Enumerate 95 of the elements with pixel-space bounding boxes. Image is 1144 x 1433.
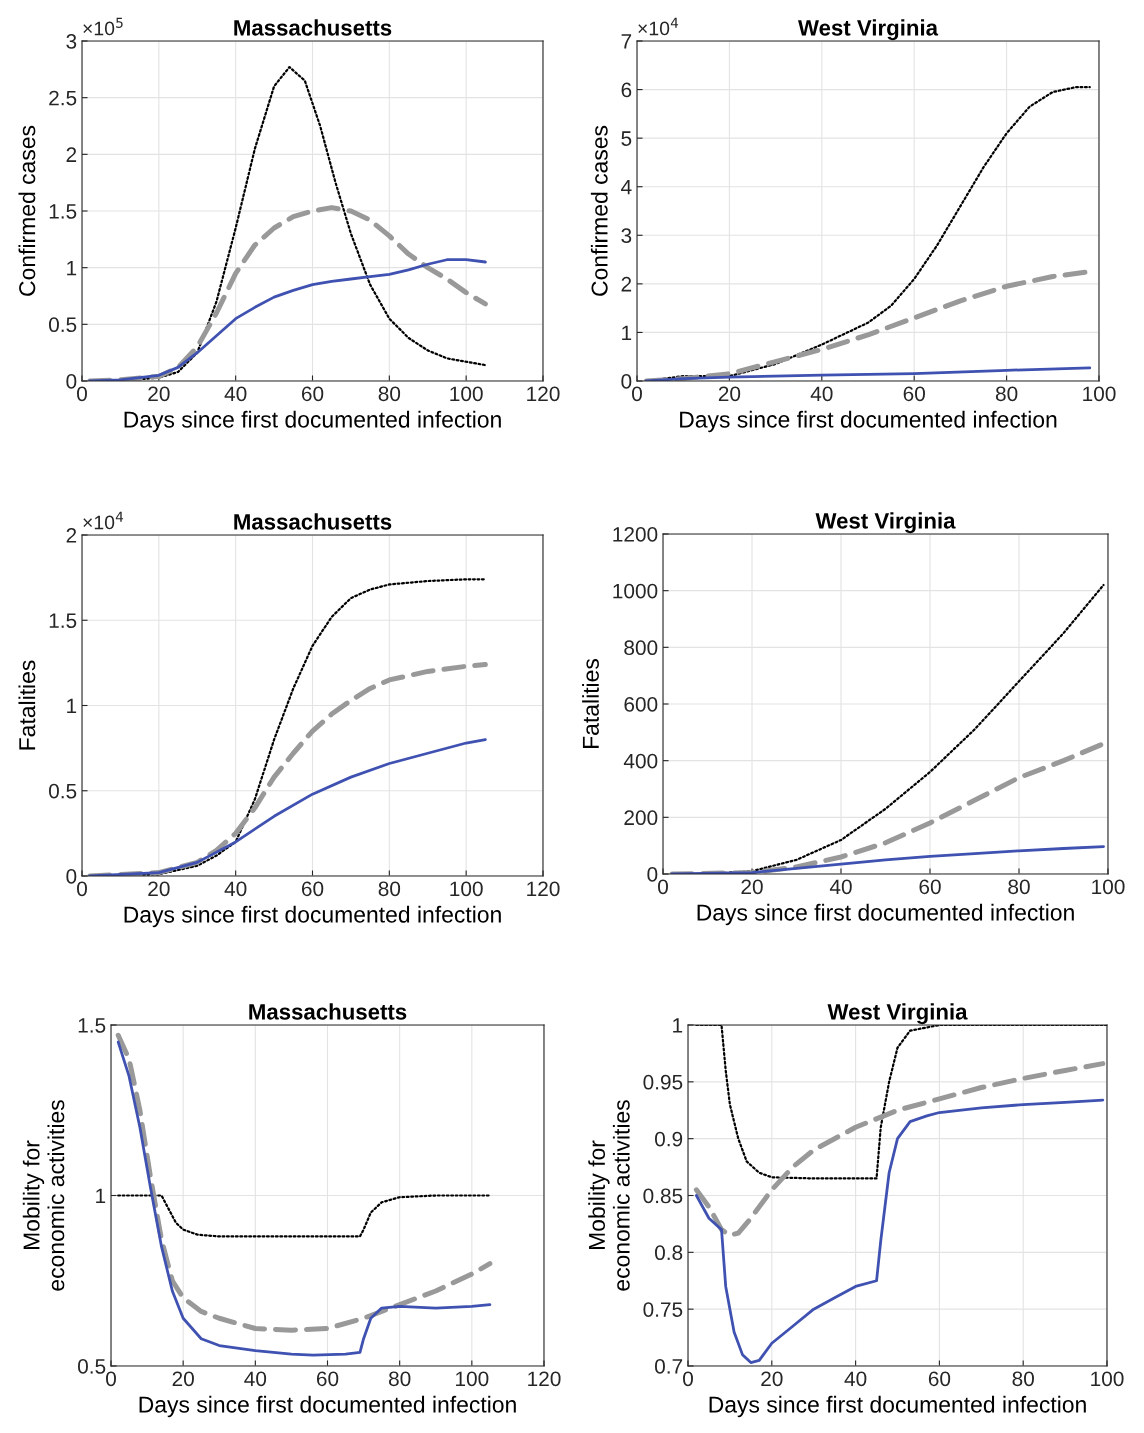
text: ×10$^{4}$: [638, 17, 679, 36]
x-tick-label: 80: [378, 386, 401, 402]
x-tick-label: 40: [244, 1371, 267, 1387]
y-axis-title: Confirmed cases: [590, 125, 608, 296]
x-tick-label: 120: [527, 881, 560, 897]
x-axis-title: Days since first documented infection: [680, 410, 1057, 433]
chart-title: West Virginia: [798, 19, 939, 41]
x-tick-label: 100: [1092, 879, 1125, 895]
x-tick-label: 40: [810, 386, 833, 402]
chart-title: West Virginia: [827, 1003, 968, 1025]
chart-title: Massachusetts: [249, 1003, 407, 1020]
y-tick-label: 400: [623, 753, 658, 769]
y-tick-label: 0.75: [643, 1302, 683, 1317]
y-tick-label: 0: [647, 867, 658, 882]
chart-title: West Virginia: [815, 512, 956, 534]
x-tick-label: 100: [1083, 386, 1116, 402]
y-tick-label: 2.5: [49, 90, 77, 106]
x-tick-label: 20: [172, 1371, 194, 1387]
y-axis-title: Fatalities: [18, 660, 36, 750]
y-axis-title: Confirmed cases: [18, 125, 36, 296]
chart-title: Massachusetts: [234, 513, 392, 530]
x-tick-label: 80: [995, 386, 1018, 402]
x-axis-title: Days since first documented infection: [139, 1395, 516, 1418]
x-tick-label: 100: [1091, 1371, 1124, 1387]
x-tick-label: 120: [528, 1371, 561, 1387]
x-tick-label: 60: [301, 386, 324, 402]
x-tick-label: 100: [450, 386, 483, 402]
y-tick-label: 7: [621, 34, 632, 49]
y-tick-label: 200: [624, 810, 658, 826]
x-tick-label: 60: [316, 1371, 339, 1387]
line-series: [117, 1194, 491, 1238]
y-tick-label: 0.9: [654, 1131, 683, 1147]
x-axis-title: Days since first documented infection: [709, 1395, 1086, 1418]
x-tick-label: 20: [761, 1371, 783, 1387]
y-tick-label: 0: [66, 374, 77, 389]
y-tick-label: 800: [624, 640, 658, 656]
x-axis-title: Days since first documented infection: [124, 905, 501, 928]
y-tick-label: 0.5: [48, 317, 77, 333]
x-tick-label: 120: [527, 386, 560, 402]
y-tick-label: 6: [621, 82, 632, 98]
x-tick-label: 80: [388, 1371, 411, 1387]
y-tick-label: 1: [67, 260, 77, 276]
y-tick-label: 1: [673, 1018, 683, 1033]
y-tick-label: 0.5: [48, 783, 77, 799]
x-tick-label: 20: [718, 386, 741, 402]
y-tick-label: 600: [624, 697, 658, 712]
x-tick-label: 20: [148, 881, 170, 897]
x-tick-label: 80: [1012, 1371, 1034, 1387]
x-tick-label: 60: [903, 386, 925, 402]
x-tick-label: 60: [919, 879, 941, 895]
y-tick-label: 1: [622, 325, 632, 340]
y-tick-label: 0: [66, 869, 77, 884]
y-tick-label: 1: [67, 698, 77, 714]
x-tick-label: 40: [829, 879, 852, 895]
y-tick-label: 2: [621, 276, 632, 292]
x-tick-label: 20: [741, 879, 763, 895]
chart-title: Massachusetts: [234, 19, 392, 36]
x-tick-label: 0: [683, 1371, 693, 1387]
x-tick-label: 80: [378, 881, 401, 897]
y-axis-title: Fatalities: [582, 658, 599, 748]
y-axis-title: Mobility for economic activities: [588, 1100, 630, 1291]
y-tick-label: 4: [621, 179, 632, 195]
y-tick-label: 1.5: [78, 1018, 106, 1033]
line-series: [694, 1098, 1105, 1364]
y-tick-label: 1200: [613, 527, 658, 542]
y-tick-label: 0.95: [643, 1074, 683, 1090]
text: ×10$^{4}$: [83, 511, 124, 530]
y-tick-label: 2: [66, 528, 77, 543]
x-axis-title: Days since first documented infection: [124, 410, 501, 433]
y-tick-label: 1000: [613, 583, 658, 599]
y-tick-label: 3: [66, 34, 77, 49]
y-tick-label: 1.5: [49, 204, 77, 219]
y-tick-label: 0.7: [654, 1359, 683, 1374]
y-tick-label: 2: [66, 147, 77, 162]
y-tick-label: 0.5: [77, 1359, 106, 1374]
x-tick-label: 40: [844, 1371, 867, 1387]
x-tick-label: 40: [224, 386, 247, 402]
x-tick-label: 40: [224, 881, 247, 897]
x-tick-label: 100: [450, 881, 483, 897]
x-tick-label: 60: [301, 881, 324, 897]
x-tick-label: 60: [928, 1371, 951, 1387]
x-tick-label: 0: [106, 1371, 116, 1387]
y-tick-label: 0.8: [654, 1245, 683, 1261]
y-tick-label: 3: [621, 228, 632, 244]
text: ×10$^{5}$: [83, 17, 123, 36]
x-axis-title: Days since first documented infection: [697, 903, 1074, 926]
y-tick-label: 0.85: [643, 1188, 683, 1204]
x-tick-label: 80: [1008, 879, 1030, 895]
y-tick-label: 0: [621, 374, 632, 389]
y-axis-title: Mobility for economic activities: [22, 1100, 65, 1291]
y-tick-label: 1: [96, 1188, 106, 1204]
x-tick-label: 20: [148, 386, 170, 402]
y-tick-label: 1.5: [49, 613, 77, 628]
y-tick-label: 5: [621, 131, 632, 146]
x-tick-label: 100: [456, 1371, 489, 1387]
